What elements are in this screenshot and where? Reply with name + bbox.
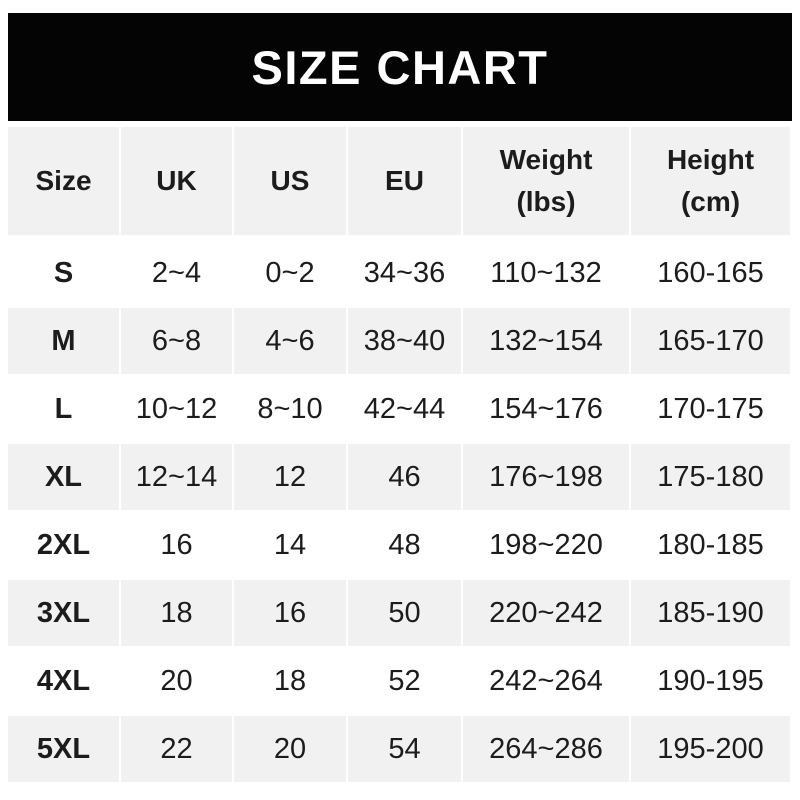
- weight-cell: 220~242: [463, 580, 629, 646]
- size-cell: 5XL: [8, 716, 119, 782]
- eu-cell: 42~44: [348, 376, 461, 442]
- uk-cell: 22: [121, 716, 232, 782]
- eu-cell: 54: [348, 716, 461, 782]
- weight-cell: 242~264: [463, 648, 629, 714]
- table-header-row: Size UK US EU Weight (lbs) Height (cm): [8, 127, 790, 235]
- eu-cell: 46: [348, 444, 461, 510]
- uk-cell: 10~12: [121, 376, 232, 442]
- table-row-m: M 6~8 4~6 38~40 132~154 165-170: [8, 308, 790, 374]
- table-row-3xl: 3XL 18 16 50 220~242 185-190: [8, 580, 790, 646]
- height-cell: 175-180: [631, 444, 790, 510]
- uk-cell: 16: [121, 512, 232, 578]
- eu-cell: 34~36: [348, 240, 461, 306]
- size-cell: S: [8, 240, 119, 306]
- us-cell: 16: [234, 580, 346, 646]
- size-cell: M: [8, 308, 119, 374]
- size-cell: 4XL: [8, 648, 119, 714]
- table-row-l: L 10~12 8~10 42~44 154~176 170-175: [8, 376, 790, 442]
- size-chart-banner: SIZE CHART: [8, 13, 792, 121]
- column-header-label: EU: [385, 165, 424, 196]
- weight-cell: 198~220: [463, 512, 629, 578]
- column-header-us: US: [234, 127, 346, 235]
- height-cell: 160-165: [631, 240, 790, 306]
- table-row-5xl: 5XL 22 20 54 264~286 195-200: [8, 716, 790, 782]
- eu-cell: 50: [348, 580, 461, 646]
- uk-cell: 6~8: [121, 308, 232, 374]
- size-chart-table: Size UK US EU Weight (lbs) Height (cm): [8, 127, 790, 784]
- table-row-2xl: 2XL 16 14 48 198~220 180-185: [8, 512, 790, 578]
- eu-cell: 52: [348, 648, 461, 714]
- table-row-s: S 2~4 0~2 34~36 110~132 160-165: [8, 240, 790, 306]
- column-header-label: UK: [156, 165, 197, 196]
- column-header-sublabel: (cm): [680, 186, 741, 217]
- page-title: SIZE CHART: [251, 40, 549, 94]
- column-header-weight: Weight (lbs): [463, 127, 629, 235]
- weight-cell: 110~132: [463, 240, 629, 306]
- us-cell: 14: [234, 512, 346, 578]
- height-cell: 185-190: [631, 580, 790, 646]
- table-row-4xl: 4XL 20 18 52 242~264 190-195: [8, 648, 790, 714]
- size-cell: L: [8, 376, 119, 442]
- column-header-uk: UK: [121, 127, 232, 235]
- height-cell: 195-200: [631, 716, 790, 782]
- weight-cell: 132~154: [463, 308, 629, 374]
- weight-cell: 176~198: [463, 444, 629, 510]
- table-row-xl: XL 12~14 12 46 176~198 175-180: [8, 444, 790, 510]
- weight-cell: 264~286: [463, 716, 629, 782]
- height-cell: 190-195: [631, 648, 790, 714]
- column-header-size: Size: [8, 127, 119, 235]
- size-cell: 2XL: [8, 512, 119, 578]
- us-cell: 4~6: [234, 308, 346, 374]
- column-header-sublabel: (lbs): [516, 186, 576, 217]
- column-header-label: Weight: [499, 144, 593, 175]
- uk-cell: 20: [121, 648, 232, 714]
- us-cell: 0~2: [234, 240, 346, 306]
- column-header-label: US: [270, 165, 310, 196]
- column-header-height: Height (cm): [631, 127, 790, 235]
- height-cell: 170-175: [631, 376, 790, 442]
- eu-cell: 48: [348, 512, 461, 578]
- column-header-label: Size: [35, 165, 92, 196]
- uk-cell: 2~4: [121, 240, 232, 306]
- size-cell: XL: [8, 444, 119, 510]
- height-cell: 165-170: [631, 308, 790, 374]
- column-header-eu: EU: [348, 127, 461, 235]
- eu-cell: 38~40: [348, 308, 461, 374]
- us-cell: 20: [234, 716, 346, 782]
- column-header-label: Height: [666, 144, 755, 175]
- weight-cell: 154~176: [463, 376, 629, 442]
- height-cell: 180-185: [631, 512, 790, 578]
- uk-cell: 18: [121, 580, 232, 646]
- us-cell: 8~10: [234, 376, 346, 442]
- uk-cell: 12~14: [121, 444, 232, 510]
- size-cell: 3XL: [8, 580, 119, 646]
- us-cell: 18: [234, 648, 346, 714]
- us-cell: 12: [234, 444, 346, 510]
